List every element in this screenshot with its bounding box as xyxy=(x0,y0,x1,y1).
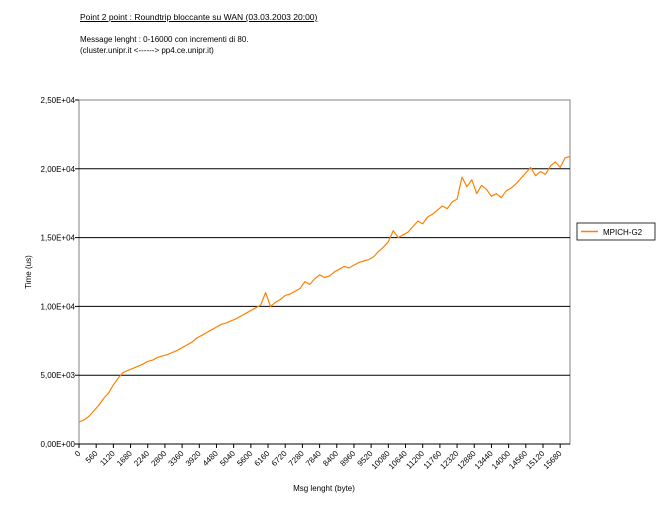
series-group xyxy=(78,155,571,423)
x-tick-label: 4480 xyxy=(201,449,220,468)
y-tick-label: 1,50E+04 xyxy=(41,234,76,243)
y-axis-ticks: 0,00E+00 5,00E+03 1,00E+04 1,50E+04 2,00E+04… xyxy=(41,96,79,449)
x-tick-label: 560 xyxy=(84,449,100,465)
x-tick-label: 7280 xyxy=(287,449,306,468)
x-tick-label: 15680 xyxy=(541,449,563,471)
x-axis-ticks: 0 560112016802240280033603920448050405600… xyxy=(73,443,570,471)
x-tick-label: 1680 xyxy=(115,449,134,468)
y-axis-label: Time (us) xyxy=(24,255,33,289)
x-tick-label: 0 xyxy=(73,449,83,459)
chart-title: Point 2 point : Roundtrip bloccante su W… xyxy=(80,12,318,22)
x-tick-label: 8400 xyxy=(321,449,340,468)
legend-box xyxy=(576,222,656,241)
plot-area xyxy=(78,99,571,445)
x-tick-label: 2800 xyxy=(149,449,168,468)
x-tick-label: 5600 xyxy=(235,449,254,468)
x-tick-label: 2240 xyxy=(132,449,151,468)
y-tick-label: 2,50E+04 xyxy=(41,96,76,105)
chart-subtitle-line-2: (cluster.unipr.it <------> pp4.ce.unipr.… xyxy=(80,46,214,55)
series-line xyxy=(78,155,571,423)
x-tick-label: 1120 xyxy=(98,449,117,468)
x-tick-label: 10640 xyxy=(387,449,409,471)
y-tick-label: 2,00E+04 xyxy=(41,165,76,174)
x-tick-label: 6160 xyxy=(253,449,272,468)
x-tick-label: 3360 xyxy=(167,449,186,468)
x-tick-label: 6720 xyxy=(270,449,289,468)
x-tick-label: 7840 xyxy=(304,449,323,468)
chart-subtitle-line-1: Message lenght : 0-16000 con incrementi … xyxy=(80,35,249,44)
x-axis-label: Msg lenght (byte) xyxy=(293,484,355,493)
gridlines xyxy=(79,168,570,376)
y-tick-label: 1,00E+04 xyxy=(41,302,76,311)
x-tick-label: 5040 xyxy=(218,449,237,468)
x-tick-label: 8960 xyxy=(338,449,357,468)
legend-label: MPICH-G2 xyxy=(603,228,643,237)
x-tick-label: 11200 xyxy=(404,449,426,471)
y-tick-label: 5,00E+03 xyxy=(41,371,76,380)
y-tick-label: 0,00E+00 xyxy=(41,440,76,449)
legend: MPICH-G2 xyxy=(576,222,656,241)
x-tick-label: 3920 xyxy=(184,449,203,468)
